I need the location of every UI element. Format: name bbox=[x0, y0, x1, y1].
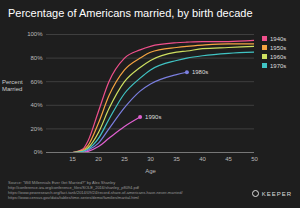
svg-text:20: 20 bbox=[95, 156, 102, 162]
svg-text:50: 50 bbox=[251, 156, 258, 162]
html-text:1970s: 1970s bbox=[270, 62, 287, 69]
svg-text:80%: 80% bbox=[30, 55, 43, 61]
svg-text:40: 40 bbox=[199, 156, 206, 162]
svg-text:45: 45 bbox=[225, 156, 232, 162]
svg-text:35: 35 bbox=[173, 156, 180, 162]
svg-text:Age: Age bbox=[145, 168, 156, 174]
svg-text:0%: 0% bbox=[34, 149, 43, 155]
svg-text:30: 30 bbox=[147, 156, 154, 162]
html-text:1950s: 1950s bbox=[270, 44, 287, 51]
svg-text:1980s: 1980s bbox=[192, 69, 208, 75]
html-text:Percentage of Americans marrie: Percentage of Americans married, by birt… bbox=[8, 7, 253, 19]
html-text:1960s: 1960s bbox=[270, 53, 287, 60]
html-text:1940s: 1940s bbox=[270, 35, 287, 42]
svg-text:40%: 40% bbox=[30, 102, 43, 108]
svg-text:100%: 100% bbox=[27, 31, 43, 37]
svg-text:25: 25 bbox=[121, 156, 128, 162]
html-text:http://conference.iza.org/conf: http://conference.iza.org/conference_fil… bbox=[8, 185, 139, 190]
html-text:https://www.pewresearch.org/fa: https://www.pewresearch.org/fact-tank/20… bbox=[8, 190, 183, 195]
html-text:KEEPER: KEEPER bbox=[261, 190, 292, 197]
svg-text:20%: 20% bbox=[30, 126, 43, 132]
html-text:Percent Married: Percent Married bbox=[2, 79, 23, 92]
html-text:Source: "Will Millennials Ever: Source: "Will Millennials Ever Get Marri… bbox=[8, 180, 116, 185]
html-text:https://www.census.gov/data/ta: https://www.census.gov/data/tables/time-… bbox=[8, 195, 139, 200]
svg-text:60%: 60% bbox=[30, 79, 43, 85]
svg-text:15: 15 bbox=[69, 156, 76, 162]
svg-text:1990s: 1990s bbox=[145, 114, 161, 120]
